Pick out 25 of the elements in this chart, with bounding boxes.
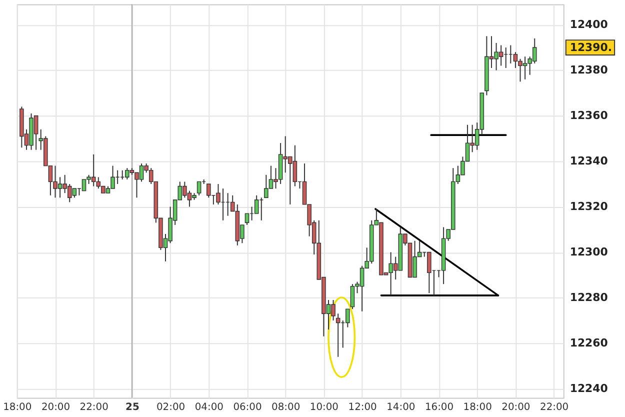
y-tick-label: 12260 xyxy=(570,336,608,350)
x-tick-label: 18:00 xyxy=(463,402,492,414)
x-tick-label: 08:00 xyxy=(272,402,300,414)
x-tick-label: 04:00 xyxy=(194,402,224,414)
y-tick-label: 12360 xyxy=(570,109,608,122)
x-tick-label: 06:00 xyxy=(233,402,262,414)
y-tick-label: 12340 xyxy=(570,154,608,168)
x-tick-label: 22:00 xyxy=(540,402,569,414)
x-tick-label: 18:00 xyxy=(3,402,32,414)
x-tick-label: 20:00 xyxy=(502,402,530,414)
y-tick-label: 12240 xyxy=(570,382,608,396)
y-tick-label: 12400 xyxy=(570,18,608,32)
x-tick-label: 02:00 xyxy=(156,402,186,414)
y-tick-label: 12300 xyxy=(570,246,608,259)
y-tick-label: 12320 xyxy=(570,200,608,214)
y-tick-label: 12380 xyxy=(570,64,608,77)
y-tick-label: 12390. xyxy=(570,40,612,54)
x-tick-label: 14:00 xyxy=(386,402,416,414)
x-tick-label: 25 xyxy=(126,402,140,414)
x-tick-label: 22:00 xyxy=(80,402,108,414)
x-tick-label: 12:00 xyxy=(348,402,377,414)
x-tick-label: 16:00 xyxy=(424,402,454,414)
x-tick-label: 20:00 xyxy=(41,402,70,414)
x-tick-label: 10:00 xyxy=(310,402,338,414)
y-tick-label: 12280 xyxy=(570,291,608,304)
